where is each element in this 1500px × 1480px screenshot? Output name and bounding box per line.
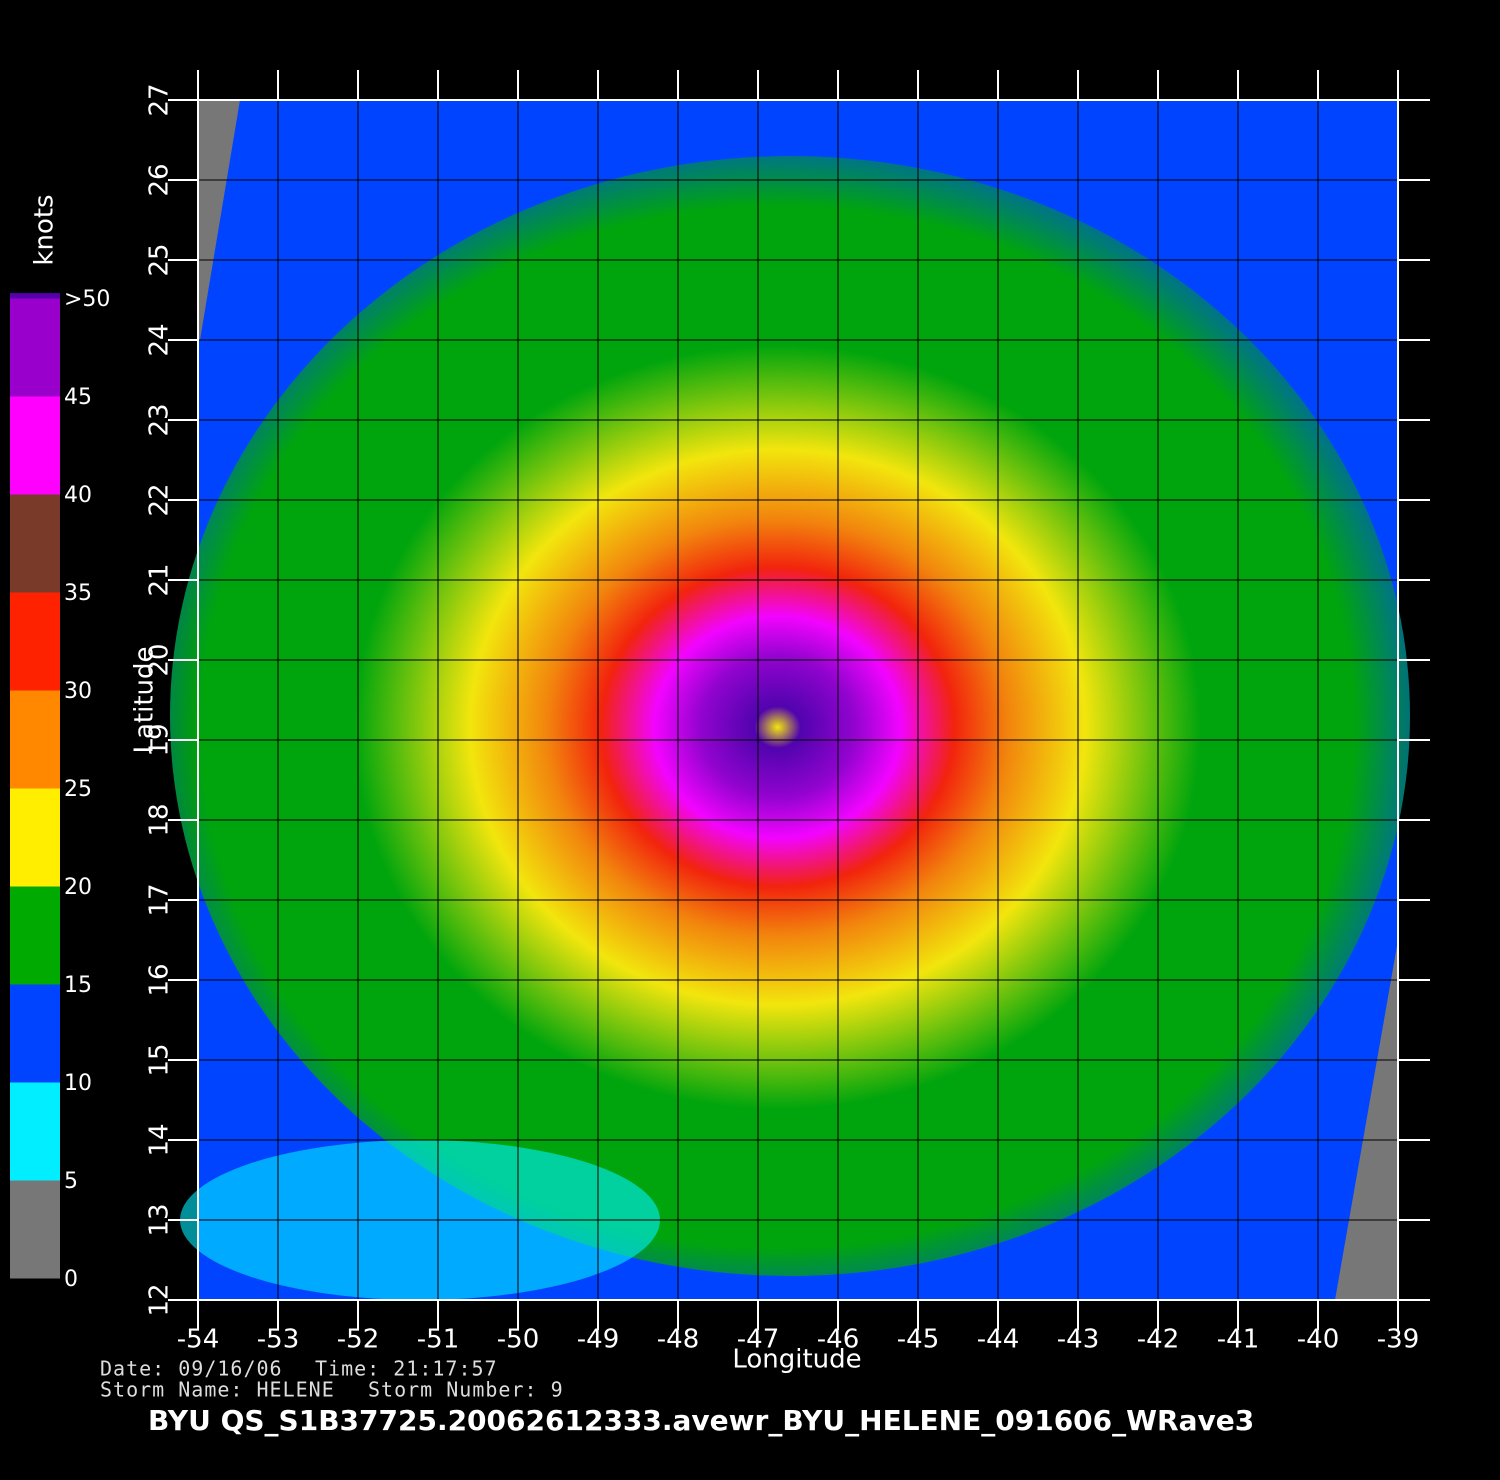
x-tick-label: -54: [177, 1325, 219, 1355]
x-tick-label: -52: [337, 1325, 379, 1355]
colorbar-tick-label: 40: [64, 483, 92, 508]
y-tick-label: 15: [145, 1043, 175, 1076]
y-tick-label: 25: [145, 243, 175, 276]
footer-file: BYU QS_S1B37725.20062612333.avewr_BYU_HE…: [148, 1404, 1254, 1437]
y-tick-label: 23: [145, 403, 175, 436]
x-tick-label: -46: [817, 1325, 859, 1355]
x-tick-label: -43: [1057, 1325, 1099, 1355]
y-tick-label: 27: [145, 83, 175, 116]
x-tick-label: -47: [737, 1325, 779, 1355]
colorbar-segment: [10, 592, 60, 690]
y-tick-label: 24: [145, 323, 175, 356]
y-tick-label: 19: [145, 723, 175, 756]
colorbar-tick-label: 35: [64, 581, 92, 606]
x-tick-label: -49: [577, 1325, 619, 1355]
colorbar-tick-label: 45: [64, 385, 92, 410]
colorbar-segment: [10, 788, 60, 886]
x-tick-label: -51: [417, 1325, 459, 1355]
y-axis-label: Latitude: [130, 646, 160, 753]
x-tick-label: -42: [1137, 1325, 1179, 1355]
colorbar-segment: [10, 293, 60, 298]
y-tick-label: 21: [145, 563, 175, 596]
colorbar-segment: [10, 690, 60, 788]
x-tick-label: -39: [1377, 1325, 1419, 1355]
colorbar-segment: [10, 494, 60, 592]
x-tick-label: -41: [1217, 1325, 1259, 1355]
colorbar-tick-label: 20: [64, 875, 92, 900]
y-tick-label: 13: [145, 1203, 175, 1236]
y-tick-label: 18: [145, 803, 175, 836]
y-tick-label: 16: [145, 963, 175, 996]
footer-date: Date: 09/16/06: [100, 1357, 283, 1381]
colorbar-tick-label: 0: [64, 1267, 78, 1292]
x-tick-label: -44: [977, 1325, 1019, 1355]
x-tick-label: -40: [1297, 1325, 1339, 1355]
colorbar-tick-label: 25: [64, 777, 92, 802]
footer-storm-name: Storm Name: HELENE: [100, 1378, 335, 1402]
colorbar-segment: [10, 298, 60, 396]
colorbar-tick-label: >50: [64, 287, 110, 312]
x-tick-label: -53: [257, 1325, 299, 1355]
no-data: [198, 100, 240, 340]
storm-wind: [170, 156, 1410, 1276]
colorbar-segment: [10, 886, 60, 984]
colorbar-segment: [10, 984, 60, 1082]
colorbar-segment: [10, 1180, 60, 1278]
colorbar-tick-label: 10: [64, 1071, 92, 1096]
x-tick-label: -50: [497, 1325, 539, 1355]
y-tick-label: 12: [145, 1283, 175, 1316]
x-tick-label: -48: [657, 1325, 699, 1355]
colorbar-label: knots: [30, 194, 60, 265]
colorbar-tick-label: 30: [64, 679, 92, 704]
x-axis-label: Longitude: [732, 1345, 861, 1375]
colorbar-segment: [10, 396, 60, 494]
x-tick-label: -45: [897, 1325, 939, 1355]
plot-frame: [197, 99, 1399, 1301]
y-tick-label: 17: [145, 883, 175, 916]
colorbar-tick-label: 15: [64, 973, 92, 998]
colorbar-segment: [10, 1082, 60, 1180]
y-tick-label: 14: [145, 1123, 175, 1156]
colorbar-tick-label: 5: [64, 1169, 78, 1194]
y-tick-label: 26: [145, 163, 175, 196]
y-tick-label: 20: [145, 643, 175, 676]
footer-storm-number: Storm Number: 9: [368, 1378, 564, 1402]
y-tick-label: 22: [145, 483, 175, 516]
footer-time: Time: 21:17:57: [315, 1357, 498, 1381]
no-data: [1335, 940, 1398, 1300]
